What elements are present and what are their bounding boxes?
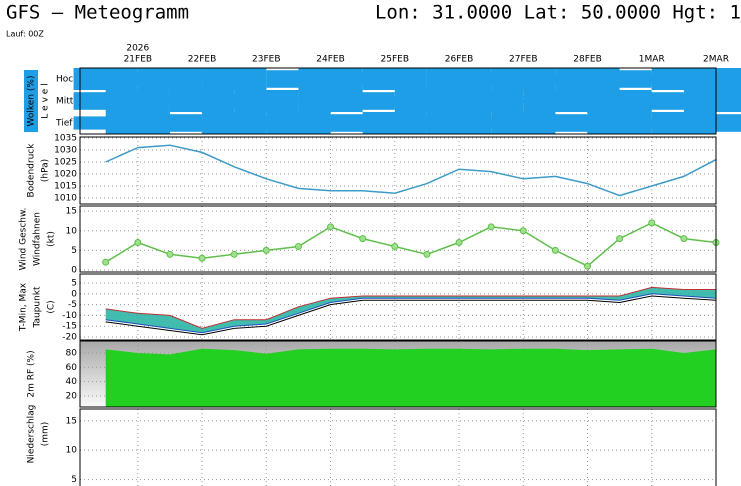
- y-axis-label: (kt): [47, 231, 57, 247]
- y-tick-label: 80: [66, 348, 78, 358]
- level-label: Mittel: [56, 97, 81, 107]
- y-tick-label: -15: [62, 322, 77, 332]
- y-tick-label: 1030: [54, 145, 77, 155]
- cloud-cell: [683, 114, 741, 132]
- marker: [616, 235, 624, 243]
- marker: [584, 262, 592, 270]
- x-tick-label: 23FEB: [252, 55, 281, 65]
- y-tick-label: 1015: [54, 181, 77, 191]
- rh-area: [105, 348, 717, 407]
- y-axis-label: 2m RF (%): [27, 350, 37, 397]
- marker: [648, 219, 656, 227]
- marker: [230, 250, 238, 258]
- y-tick-label: -20: [62, 332, 77, 342]
- location: Lon: 31.0000 Lat: 50.0000 Hgt: 1: [375, 2, 741, 24]
- run: Lauf: 00Z: [6, 30, 44, 39]
- y-axis-label: Bodendruck: [27, 143, 37, 198]
- year-label: 2026: [126, 44, 149, 54]
- marker: [551, 246, 559, 254]
- x-tick-label: 22FEB: [188, 55, 217, 65]
- y-tick-label: 15: [66, 207, 77, 217]
- y-axis-label: T-Min, Max: [19, 282, 29, 332]
- y-axis-label: Wind Geschw.: [19, 208, 29, 271]
- y-tick-label: 10: [66, 226, 78, 236]
- y-tick-label: 1020: [54, 169, 77, 179]
- y-axis-label: L e v e l: [41, 83, 51, 118]
- temp-line: [105, 286, 716, 329]
- cloud-cell: [683, 90, 741, 112]
- marker: [102, 258, 110, 266]
- marker: [391, 242, 399, 250]
- marker: [423, 250, 431, 258]
- cloud-cell: [362, 68, 427, 90]
- x-tick-label: 2MAR: [703, 55, 729, 65]
- line: [105, 222, 717, 267]
- temp-band: [105, 287, 716, 333]
- level-label: Hoch: [56, 75, 79, 85]
- cloud-cell: [683, 68, 741, 90]
- marker: [166, 250, 174, 258]
- y-tick-label: 1025: [54, 157, 77, 167]
- y-tick-label: 20: [66, 392, 78, 402]
- y-tick-label: 0: [71, 289, 77, 299]
- cloud-cell: [459, 118, 524, 128]
- marker: [294, 242, 302, 250]
- y-axis-label: Windfahnen: [33, 212, 43, 266]
- y-tick-label: 15: [66, 416, 77, 426]
- marker: [327, 223, 335, 231]
- marker: [519, 227, 527, 235]
- x-tick-label: 28FEB: [573, 55, 602, 65]
- x-tick-label: 26FEB: [445, 55, 474, 65]
- marker: [134, 239, 142, 247]
- x-tick-label: 1MAR: [639, 55, 665, 65]
- y-axis-label: Wolken (%): [27, 76, 37, 127]
- y-tick-label: 5: [71, 246, 77, 256]
- title: GFS – Meteogramm: [6, 2, 189, 24]
- cloud-cell: [202, 68, 267, 90]
- marker: [680, 235, 688, 243]
- y-tick-label: 10: [66, 446, 78, 456]
- temp-line: [105, 293, 717, 334]
- cloud-cell: [459, 90, 524, 112]
- marker: [487, 223, 495, 231]
- x-tick-label: 21FEB: [124, 55, 153, 65]
- y-axis-label: Taupunkt: [33, 286, 43, 329]
- panel-frame: [79, 136, 717, 205]
- panel-frame: [79, 205, 717, 273]
- temp-line: [105, 295, 717, 336]
- panel-frame: [79, 340, 717, 408]
- y-axis-label: (hPa): [41, 159, 51, 182]
- y-tick-label: -10: [62, 311, 77, 321]
- line: [105, 144, 717, 197]
- x-tick-label: 24FEB: [316, 55, 345, 65]
- y-axis-label: (mm): [41, 422, 51, 447]
- y-tick-label: 5: [71, 475, 77, 485]
- y-tick-label: 5: [71, 279, 77, 289]
- panel-frame: [79, 273, 717, 341]
- panel-frame: [79, 408, 717, 486]
- marker: [455, 239, 463, 247]
- x-tick-label: 25FEB: [381, 55, 410, 65]
- x-tick-label: 27FEB: [509, 55, 538, 65]
- marker: [262, 246, 270, 254]
- y-tick-label: -5: [68, 300, 77, 310]
- marker: [359, 235, 367, 243]
- y-tick-label: 1035: [54, 133, 77, 143]
- label-box: [24, 70, 38, 132]
- level-label: Tief: [55, 119, 73, 129]
- y-axis-label: Niederschlag: [27, 405, 37, 464]
- y-tick-label: 1010: [54, 193, 77, 203]
- panel-frame: [79, 67, 717, 135]
- y-tick-label: 0: [71, 266, 77, 276]
- marker: [198, 254, 206, 262]
- y-axis-label: (C): [47, 300, 57, 313]
- y-tick-label: 40: [66, 377, 78, 387]
- y-tick-label: 60: [66, 363, 78, 373]
